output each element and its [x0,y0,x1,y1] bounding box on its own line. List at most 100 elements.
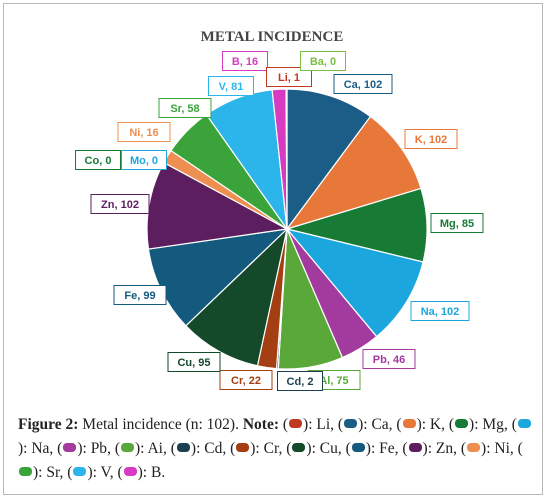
data-label-text-v: V, 81 [219,81,244,93]
caption-prefix: Figure 2: [18,416,79,433]
caption-legend-name: Na [31,440,50,457]
caption-legend-swatch-cd [176,443,190,452]
caption-legend-swatch-fe [351,443,365,452]
data-label-cr: Cr, 22 [219,370,273,390]
caption-legend-item-ca: (): Ca, [337,416,397,433]
caption-legend-swatch-ca [344,419,358,428]
caption-legend-item-li: (): Li, [279,416,338,433]
caption-legend-item-na: (): Na, [18,416,532,457]
caption-legend-swatch-b [123,467,137,476]
caption-legend-name: Ca [371,416,389,433]
data-label-box-mo [121,150,167,170]
pie-slices [146,88,428,370]
data-label-li: Li, 1 [266,67,312,87]
data-label-cd: Cd, 2 [277,371,323,391]
pie-chart-svg: METAL INCIDENCE Ca, 102 K, 102 Mg, 85 Na, 1… [75,29,484,391]
data-label-b: B, 16 [222,51,268,71]
data-label-text-ca: Ca, 102 [344,79,383,91]
caption-legend-item-zn: (): Zn, [402,440,461,457]
data-label-fe: Fe, 99 [113,285,167,305]
data-label-box-zn [90,194,150,214]
data-label-box-sr [158,98,212,118]
caption-legend-item-mg: (): Mg, [448,416,512,433]
data-label-box-mg [430,213,484,233]
data-label-box-na [410,301,470,321]
data-label-box-ca [333,74,393,94]
pie-slice-na [285,227,424,338]
data-label-mo: Mo, 0 [121,150,167,170]
data-label-ca: Ca, 102 [333,74,393,94]
caption-legend-item-cd: (): Cd, [170,440,231,457]
data-label-box-cr [219,370,273,390]
caption-legend-item-b: (): B. [117,464,166,481]
data-label-text-li: Li, 1 [278,72,300,84]
caption-text: Metal incidence (n: 102). [78,416,243,433]
data-label-text-al: Al, 75 [319,375,348,387]
caption-legend-name: Cu [319,440,338,457]
data-label-text-co: Co, 0 [85,155,112,167]
pie-slice-cu [185,227,288,367]
data-label-text-ba: Ba, 0 [310,56,336,68]
data-label-text-mo: Mo, 0 [130,155,158,167]
data-label-text-k: K, 102 [415,134,447,146]
caption-legend-name: B [150,464,162,481]
caption-legend-item-cr: (): Cr, [230,440,287,457]
caption-legend-item-sr: (): Sr, [18,440,523,481]
pie-slice-li [285,88,288,230]
caption-legend-swatch-mg [455,419,469,428]
data-label-box-v [208,76,254,96]
data-label-co: Co, 0 [75,150,121,170]
caption-legend-swatch-ni [467,443,481,452]
data-label-box-ba [300,51,346,71]
data-label-v: V, 81 [208,76,254,96]
data-label-zn: Zn, 102 [90,194,150,214]
data-label-text-mg: Mg, 85 [440,218,474,230]
caption-legend-swatch-zn [408,443,422,452]
caption-legend-name: Fe [379,440,395,457]
data-label-box-ni [117,122,171,142]
pie-chart: METAL INCIDENCE Ca, 102 K, 102 Mg, 85 Na, 1… [4,4,544,409]
data-label-text-cu: Cu, 95 [177,357,210,369]
caption-legend-name: Sr [46,464,60,481]
pie-slice-ca [286,88,372,231]
caption-legend-item-pb: (): Pb, [57,440,115,457]
figure-caption: Figure 2: Metal incidence (n: 102). Note… [18,413,534,485]
caption-legend-name: Zn [435,440,454,457]
caption-legend-name: Cd [204,440,223,457]
data-label-box-cu [167,352,221,372]
data-label-text-b: B, 16 [232,56,258,68]
data-label-box-li [266,67,312,87]
caption-legend-item-ni: (): Ni, [460,440,518,457]
caption-legend-swatch-sr [19,467,32,476]
caption-legend-name: Ai [147,440,163,457]
caption-legend-swatch-ai [120,443,134,452]
caption-legend-item-fe: (): Fe, [345,440,403,457]
data-label-text-pb: Pb, 46 [373,354,405,366]
caption-legend-swatch-k [402,419,416,428]
data-label-cu: Cu, 95 [167,352,221,372]
data-label-text-zn: Zn, 102 [101,199,139,211]
data-label-text-sr: Sr, 58 [170,103,199,115]
data-label-mg: Mg, 85 [430,213,484,233]
caption-legend-swatch-cr [236,443,250,452]
caption-legend-item-v: (): V, [67,464,118,481]
caption-legend-swatch-na [517,419,531,428]
data-label-box-pb [362,349,416,369]
data-label-sr: Sr, 58 [158,98,212,118]
chart-title: METAL INCIDENCE [201,29,344,45]
data-label-box-cd [277,371,323,391]
data-label-box-b [222,51,268,71]
caption-legend-swatch-li [289,419,303,428]
caption-legend-item-k: (): K, [396,416,449,433]
data-label-box-co [75,150,121,170]
caption-legend-name: Pb [90,440,108,457]
data-label-text-ni: Ni, 16 [129,127,158,139]
caption-legend-item-ai: (): Ai, [114,440,171,457]
data-label-text-fe: Fe, 99 [124,290,155,302]
caption-legend-item-cu: (): Cu, [286,440,346,457]
data-label-pb: Pb, 46 [362,349,416,369]
caption-legend-swatch-cu [292,443,306,452]
data-label-na: Na, 102 [410,301,470,321]
figure-frame: METAL INCIDENCE Ca, 102 K, 102 Mg, 85 Na, 1… [3,3,543,495]
caption-legend-swatch-v [73,467,87,476]
